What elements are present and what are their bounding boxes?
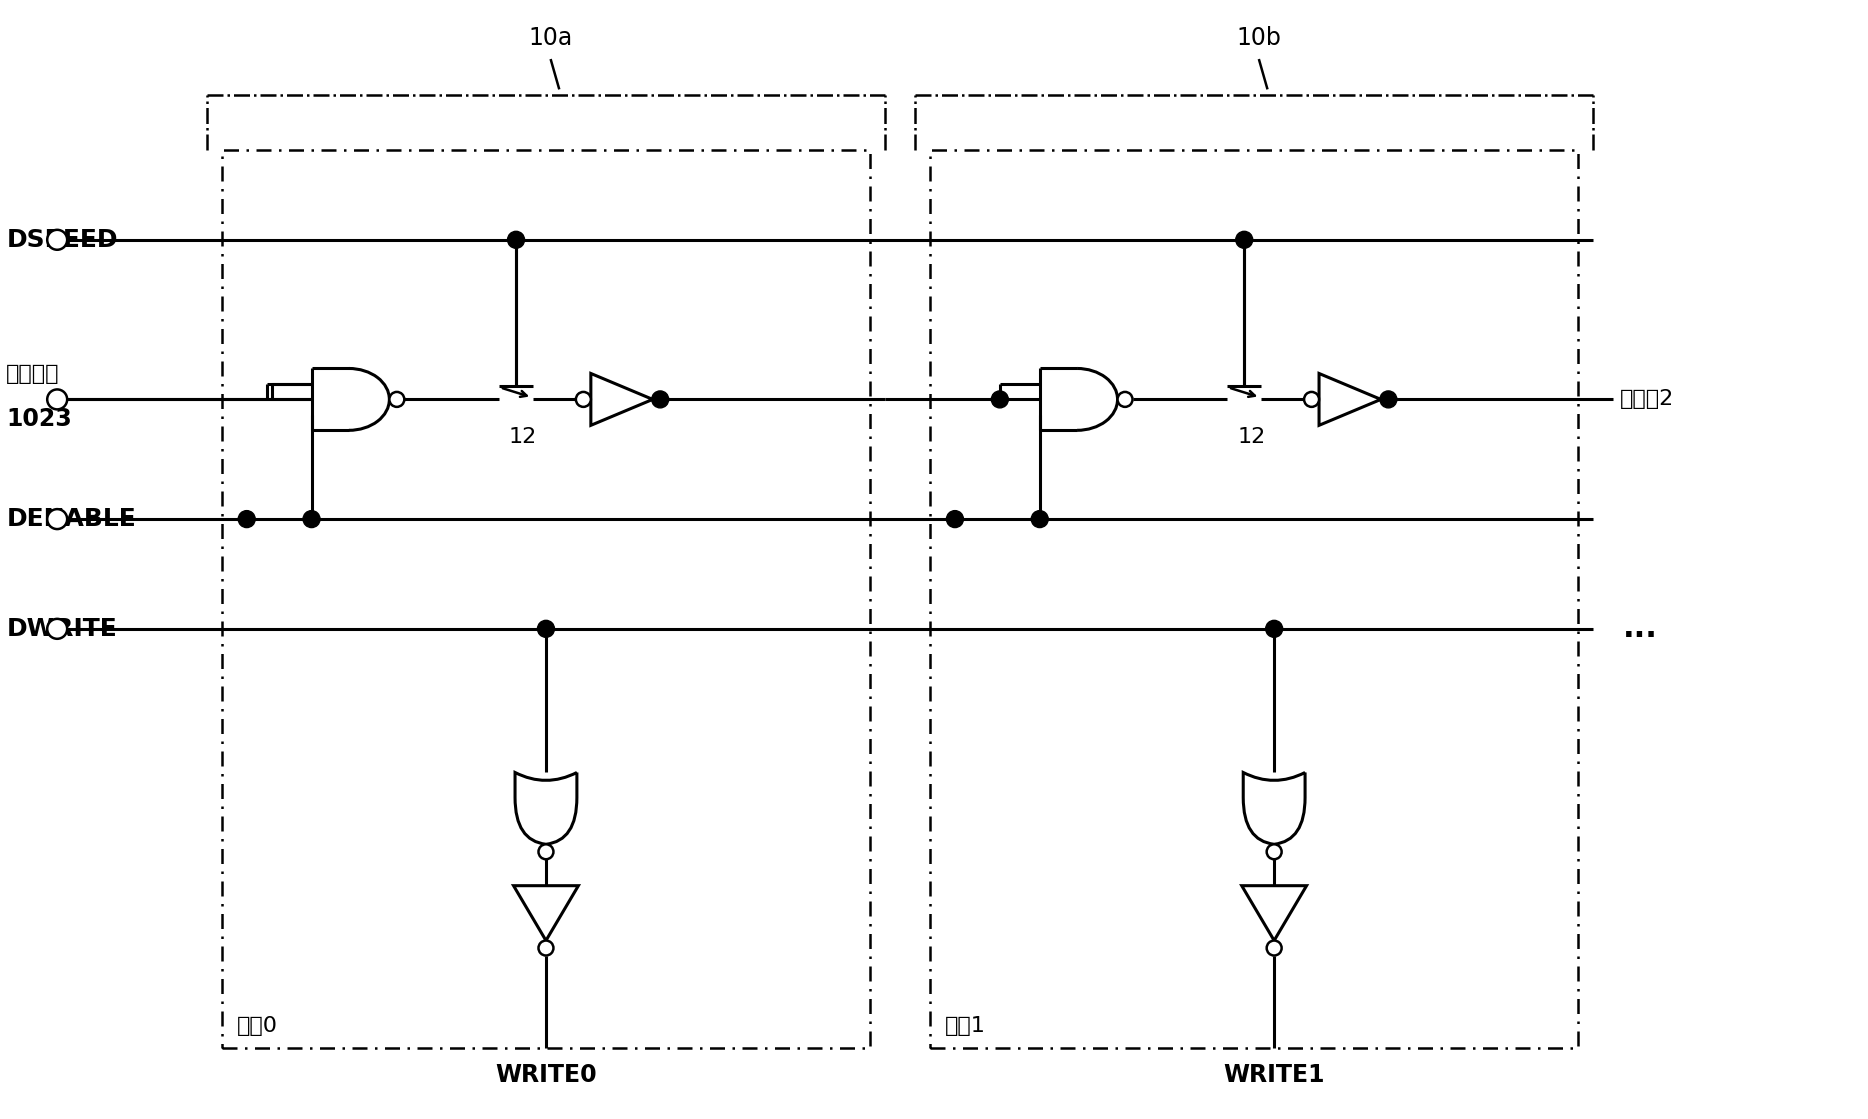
Text: 单兤1: 单兤1 — [945, 1016, 986, 1036]
Circle shape — [992, 391, 1009, 408]
Circle shape — [303, 510, 319, 527]
Text: 12: 12 — [1237, 427, 1265, 448]
Text: DENABLE: DENABLE — [6, 507, 136, 532]
Circle shape — [47, 619, 67, 639]
Circle shape — [947, 510, 964, 527]
Circle shape — [1267, 620, 1283, 638]
Circle shape — [1117, 392, 1132, 407]
Text: DWRITE: DWRITE — [6, 617, 118, 641]
Circle shape — [239, 510, 256, 527]
Circle shape — [508, 232, 525, 248]
Circle shape — [47, 229, 67, 250]
Circle shape — [1237, 232, 1253, 248]
Circle shape — [1267, 941, 1281, 956]
Text: DSPEED: DSPEED — [6, 228, 118, 252]
Text: 来自单元: 来自单元 — [6, 365, 60, 385]
Text: 12: 12 — [508, 427, 538, 448]
Text: WRITE1: WRITE1 — [1224, 1063, 1324, 1087]
Circle shape — [389, 392, 403, 407]
Circle shape — [1304, 392, 1319, 407]
Circle shape — [47, 389, 67, 410]
Text: 10b: 10b — [1237, 26, 1281, 50]
Circle shape — [47, 509, 67, 529]
Circle shape — [538, 941, 553, 956]
Circle shape — [652, 391, 669, 408]
Text: 10a: 10a — [529, 26, 573, 50]
Text: 1023: 1023 — [6, 407, 73, 431]
PathPatch shape — [1244, 772, 1306, 845]
Circle shape — [1267, 845, 1281, 859]
PathPatch shape — [516, 772, 577, 845]
Text: ...: ... — [1623, 614, 1659, 643]
Circle shape — [538, 620, 555, 638]
Text: 单兤0: 单兤0 — [237, 1016, 278, 1036]
Circle shape — [1380, 391, 1397, 408]
Text: WRITE0: WRITE0 — [495, 1063, 596, 1087]
Circle shape — [538, 845, 553, 859]
Circle shape — [1031, 510, 1048, 527]
Text: 到单元2: 到单元2 — [1620, 389, 1674, 410]
Circle shape — [575, 392, 590, 407]
